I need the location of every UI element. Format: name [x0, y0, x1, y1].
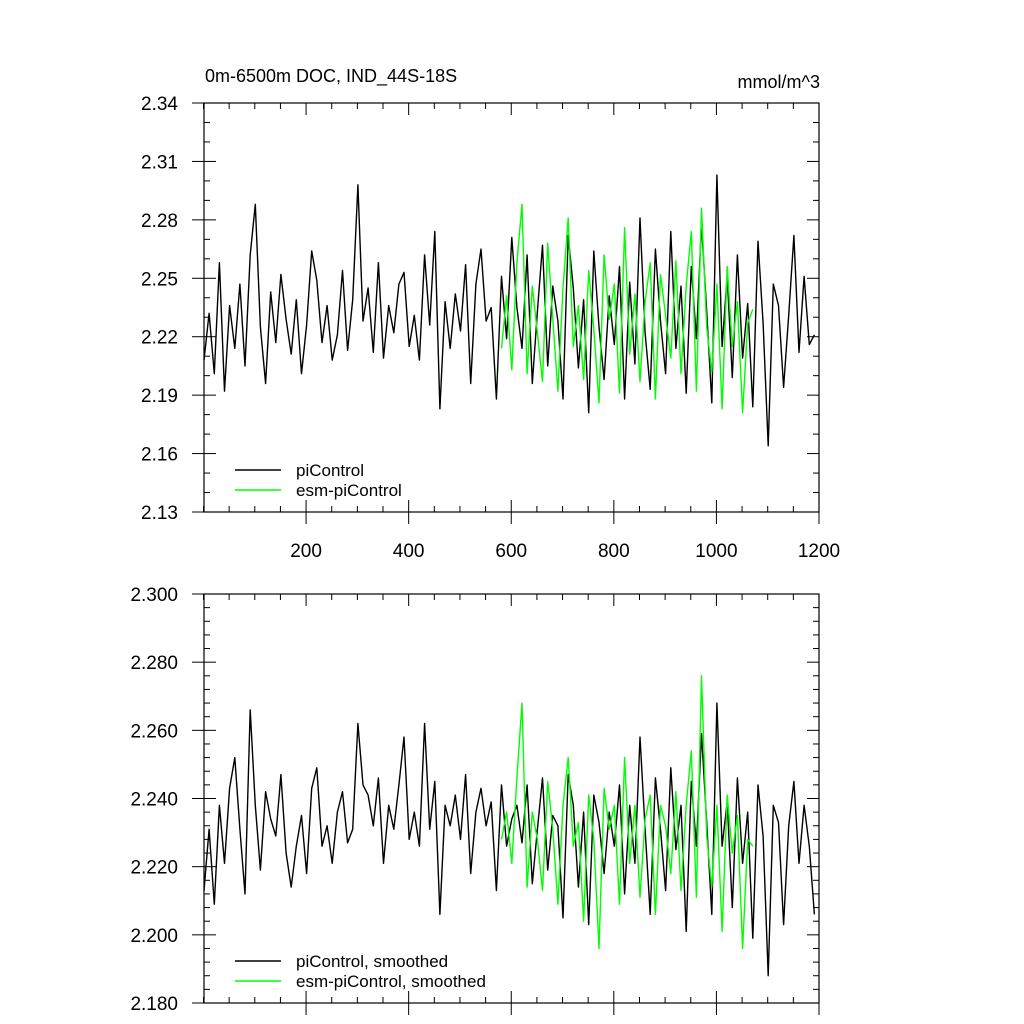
- y-tick-label: 2.220: [130, 858, 178, 879]
- x-tick-label: 200: [290, 541, 322, 562]
- legend-label-piControl-smoothed: piControl, smoothed: [296, 952, 448, 971]
- y-tick-label: 2.280: [130, 653, 178, 674]
- y-tick-label: 2.200: [130, 926, 178, 947]
- top-legend: piControl esm-piControl: [235, 461, 402, 500]
- top-panel: 0m-6500m DOC, IND_44S-18S mmol/m^3 2.13 2…: [141, 66, 840, 562]
- y-tick-label: 2.25: [141, 269, 178, 290]
- x-tick-label: 1000: [695, 541, 737, 562]
- legend-label-esm-piControl-smoothed: esm-piControl, smoothed: [296, 972, 486, 991]
- y-tick-label: 2.16: [141, 445, 178, 466]
- y-tick-label: 2.28: [141, 211, 178, 232]
- x-tick-label: 600: [495, 541, 527, 562]
- legend-label-piControl: piControl: [296, 461, 364, 480]
- top-panel-title: 0m-6500m DOC, IND_44S-18S: [205, 66, 457, 87]
- x-tick-label: 800: [598, 541, 630, 562]
- y-tick-label: 2.260: [130, 721, 178, 742]
- y-tick-label: 2.240: [130, 790, 178, 811]
- y-tick-label: 2.22: [141, 328, 178, 349]
- x-tick-label: 1200: [798, 541, 840, 562]
- y-tick-label: 2.180: [130, 994, 178, 1015]
- y-tick-label: 2.300: [130, 585, 178, 606]
- y-tick-label: 2.34: [141, 94, 178, 115]
- series-line-esm-picontrol: [500, 203, 754, 414]
- y-tick-label: 2.19: [141, 386, 178, 407]
- bottom-panel: 2.180 2.200 2.220 2.240 2.260 2.280 2.300 piCo…: [130, 585, 820, 1015]
- bottom-legend: piControl, smoothed esm-piControl, smoot…: [235, 952, 486, 991]
- legend-label-esm-piControl: esm-piControl: [296, 481, 402, 500]
- series-line-esm-picontrol-smoothed: [500, 675, 754, 950]
- top-panel-units: mmol/m^3: [738, 72, 820, 92]
- y-tick-label: 2.13: [141, 503, 178, 524]
- y-tick-label: 2.31: [141, 152, 178, 173]
- x-tick-label: 400: [393, 541, 425, 562]
